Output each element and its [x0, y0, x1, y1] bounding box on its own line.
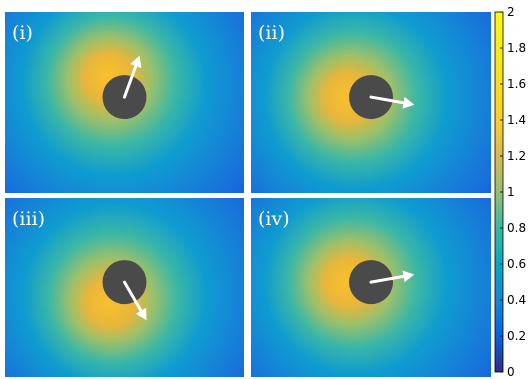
panel-4: (iv) — [251, 198, 491, 377]
panel-2: (ii) — [251, 12, 491, 193]
velocity-arrow-shaft — [123, 64, 138, 99]
colorbar-tick-label: 0.4 — [507, 293, 526, 307]
colorbar-tick-label: 1.8 — [507, 41, 526, 55]
panel-1: (i) — [5, 12, 244, 193]
panel-3: (iii) — [5, 198, 244, 377]
colorbar-tick-label: 0.2 — [507, 329, 526, 343]
panel-label: (iv) — [258, 208, 290, 230]
colorbar-tick-label: 1.2 — [507, 149, 526, 163]
velocity-arrow-head — [130, 55, 142, 69]
colorbar-tick-label: 0.8 — [507, 221, 526, 235]
colorbar-tick-label: 1.6 — [507, 77, 526, 91]
velocity-arrow-shaft — [369, 95, 405, 105]
panel-label: (ii) — [258, 22, 285, 44]
colorbar-tick-label: 0.6 — [507, 257, 526, 271]
velocity-arrow-shaft — [369, 274, 405, 284]
panel-label: (iii) — [12, 208, 45, 230]
colorbar-tick-label: 2 — [507, 5, 515, 19]
velocity-arrow-head — [402, 270, 415, 283]
colorbar: 0 0.2 0.4 0.6 0.8 1 1.2 1.4 1.6 1.8 2 — [494, 5, 526, 379]
panel-label: (i) — [12, 22, 33, 44]
panels-group: (i) (ii) (iii) (iv) — [5, 12, 491, 377]
velocity-arrow-shaft — [123, 280, 143, 313]
colorbar-tick-label: 1 — [507, 185, 515, 199]
colorbar-tick-label: 0 — [507, 365, 515, 379]
colorbar-tick-label: 1.4 — [507, 113, 526, 127]
velocity-arrow-head — [402, 96, 415, 109]
velocity-arrow-head — [135, 307, 147, 321]
